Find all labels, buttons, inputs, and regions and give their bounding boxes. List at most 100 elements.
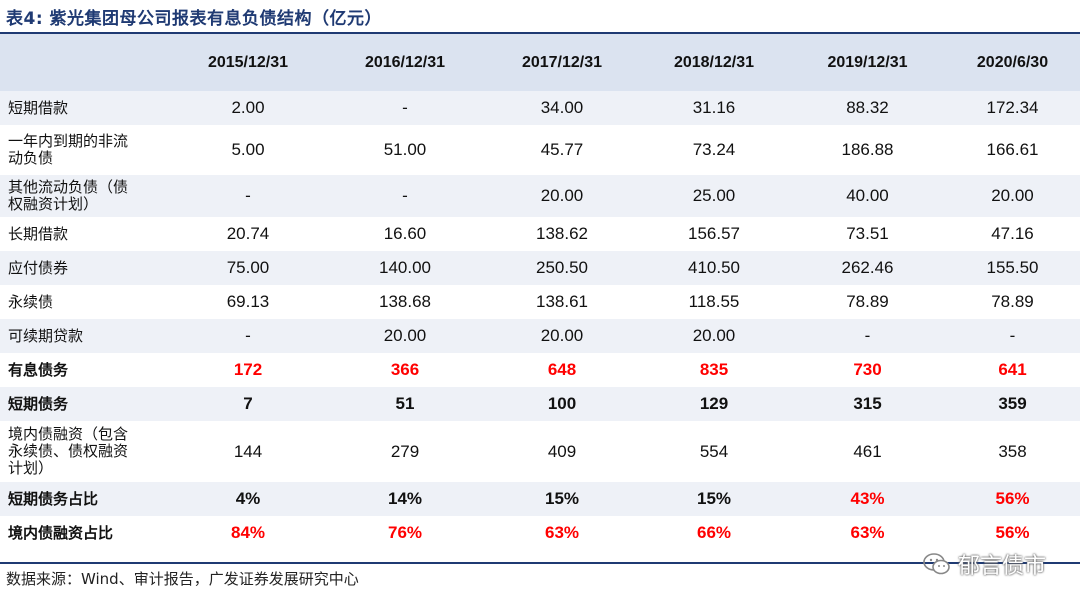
row-label: 境内债融资占比 [8,523,114,542]
table-cell: - [402,98,408,117]
header-cell [0,34,172,91]
table-cell: - [245,186,251,205]
table-cell: 25.00 [692,186,736,205]
table-cell: 84% [230,523,266,542]
table-cell: - [1009,326,1016,345]
table-cell: 75.00 [226,258,270,277]
table-cell: 47.16 [991,224,1034,243]
table-cell: 138.61 [536,292,588,311]
row-label: 其他流动负债（债 权融资计划） [8,178,129,213]
table-row: 境内债融资占比 84% 76% 63% 66% 63% 56% [0,516,1080,550]
table-cell: 100 [547,394,577,413]
header-cell: 2017/12/31 [521,53,603,71]
table-cell: 40.00 [846,186,889,205]
table-row: 其他流动负债（债 权融资计划） - - 20.00 25.00 40.00 20.00 [0,175,1080,217]
table-cell: 166.61 [986,140,1039,159]
table-cell: 78.89 [991,292,1034,311]
table-cell: 56% [995,523,1030,542]
table-cell: 730 [853,360,882,379]
table-cell: 88.32 [846,98,889,117]
table-cell: 129 [699,394,729,413]
header-cell: 2015/12/31 [207,53,289,71]
row-label: 短期借款 [8,98,69,117]
table-title: 表4: 紫光集团母公司报表有息负债结构（亿元） [6,9,383,29]
table-body: 短期借款 2.00 - 34.00 31.16 88.32 172.34 一年内到期的非流 动负… [0,91,1080,550]
table-cell: 554 [699,441,729,461]
table-cell: 156.57 [688,224,740,243]
debt-structure-table: 2015/12/31 2016/12/31 2017/12/31 2018/12… [0,34,1080,550]
table-cell: 73.24 [692,140,736,159]
table-row: 短期借款 2.00 - 34.00 31.16 88.32 172.34 [0,91,1080,125]
table-cell: 20.00 [540,186,584,205]
table-cell: 20.00 [383,326,427,345]
header-cell: 2016/12/31 [364,53,446,71]
table-cell: 69.13 [226,292,270,311]
row-label: 境内债融资（包含 永续债、债权融资 计划） [8,425,129,477]
header-cell: 2018/12/31 [673,53,755,71]
table-cell: 140.00 [379,258,431,277]
table-cell: 51.00 [383,140,427,159]
table-row: 长期借款 20.74 16.60 138.62 156.57 73.51 47.16 [0,217,1080,251]
watermark: 郁言债市 [922,548,1046,580]
table-cell: 63% [544,523,580,542]
table-row: 有息债务 172 366 648 835 730 641 [0,353,1080,387]
table-cell: 186.88 [841,140,894,159]
watermark-text: 郁言债市 [957,554,1046,579]
table-cell: 835 [699,360,729,379]
wechat-icon [923,553,950,575]
table-cell: - [864,326,871,345]
row-label: 短期债务 [8,394,69,413]
source-note: 数据来源：Wind、审计报告，广发证券发展研究中心 [6,570,359,588]
table-cell: 31.16 [692,98,736,117]
table-cell: 366 [390,360,420,379]
table-cell: 138.68 [379,292,431,311]
table-row: 短期债务 7 51 100 129 315 359 [0,387,1080,421]
table-cell: 7 [243,394,253,413]
table-cell: 66% [696,523,732,542]
table-cell: 409 [547,441,577,461]
table-cell: 20.00 [540,326,584,345]
table-row: 境内债融资（包含 永续债、债权融资 计划） 144 279 409 554 461 358 [0,421,1080,482]
table-cell: 2.00 [231,98,265,117]
table-cell: 15% [696,489,732,508]
row-label: 短期债务占比 [8,489,99,508]
table-cell: 15% [544,489,580,508]
row-label: 永续债 [8,292,54,311]
table-cell: 16.60 [383,224,427,243]
table-cell: 279 [390,441,420,461]
table-cell: 250.50 [536,258,588,277]
table-cell: 73.51 [846,224,889,243]
row-label: 应付债券 [8,258,69,277]
table-row: 短期债务占比 4% 14% 15% 15% 43% 56% [0,482,1080,516]
table-cell: 172 [233,360,263,379]
table-cell: 78.89 [846,292,889,311]
table-cell: 461 [853,441,882,461]
header-cell: 2019/12/31 [827,53,908,71]
table-cell: 641 [998,360,1027,379]
row-label: 有息债务 [8,360,69,379]
table-row: 一年内到期的非流 动负债 5.00 51.00 45.77 73.24 186.88 166.… [0,125,1080,175]
table-cell: 45.77 [540,140,584,159]
table-cell: 358 [998,441,1027,461]
row-label: 可续期贷款 [8,326,84,345]
table-cell: 51 [395,394,415,413]
table-cell: 138.62 [536,224,588,243]
bottom-rule [0,562,1080,564]
table-cell: 76% [387,523,423,542]
top-rule [0,32,1080,34]
table-cell: 20.00 [692,326,736,345]
table-cell: 56% [995,489,1030,508]
table-cell: 359 [998,394,1027,413]
row-label: 一年内到期的非流 动负债 [8,132,129,167]
table-row: 应付债券 75.00 140.00 250.50 410.50 262.46 155.50 [0,251,1080,285]
header-cell: 2020/6/30 [976,53,1049,71]
table-cell: 315 [853,394,882,413]
table-cell: 144 [233,441,263,461]
table-cell: 43% [850,489,885,508]
row-label: 长期借款 [8,224,69,243]
table-cell: 648 [547,360,577,379]
table-cell: - [402,186,408,205]
table-row: 可续期贷款 - 20.00 20.00 20.00 - - [0,319,1080,353]
table-cell: - [245,326,251,345]
table-row: 永续债 69.13 138.68 138.61 118.55 78.89 78.89 [0,285,1080,319]
